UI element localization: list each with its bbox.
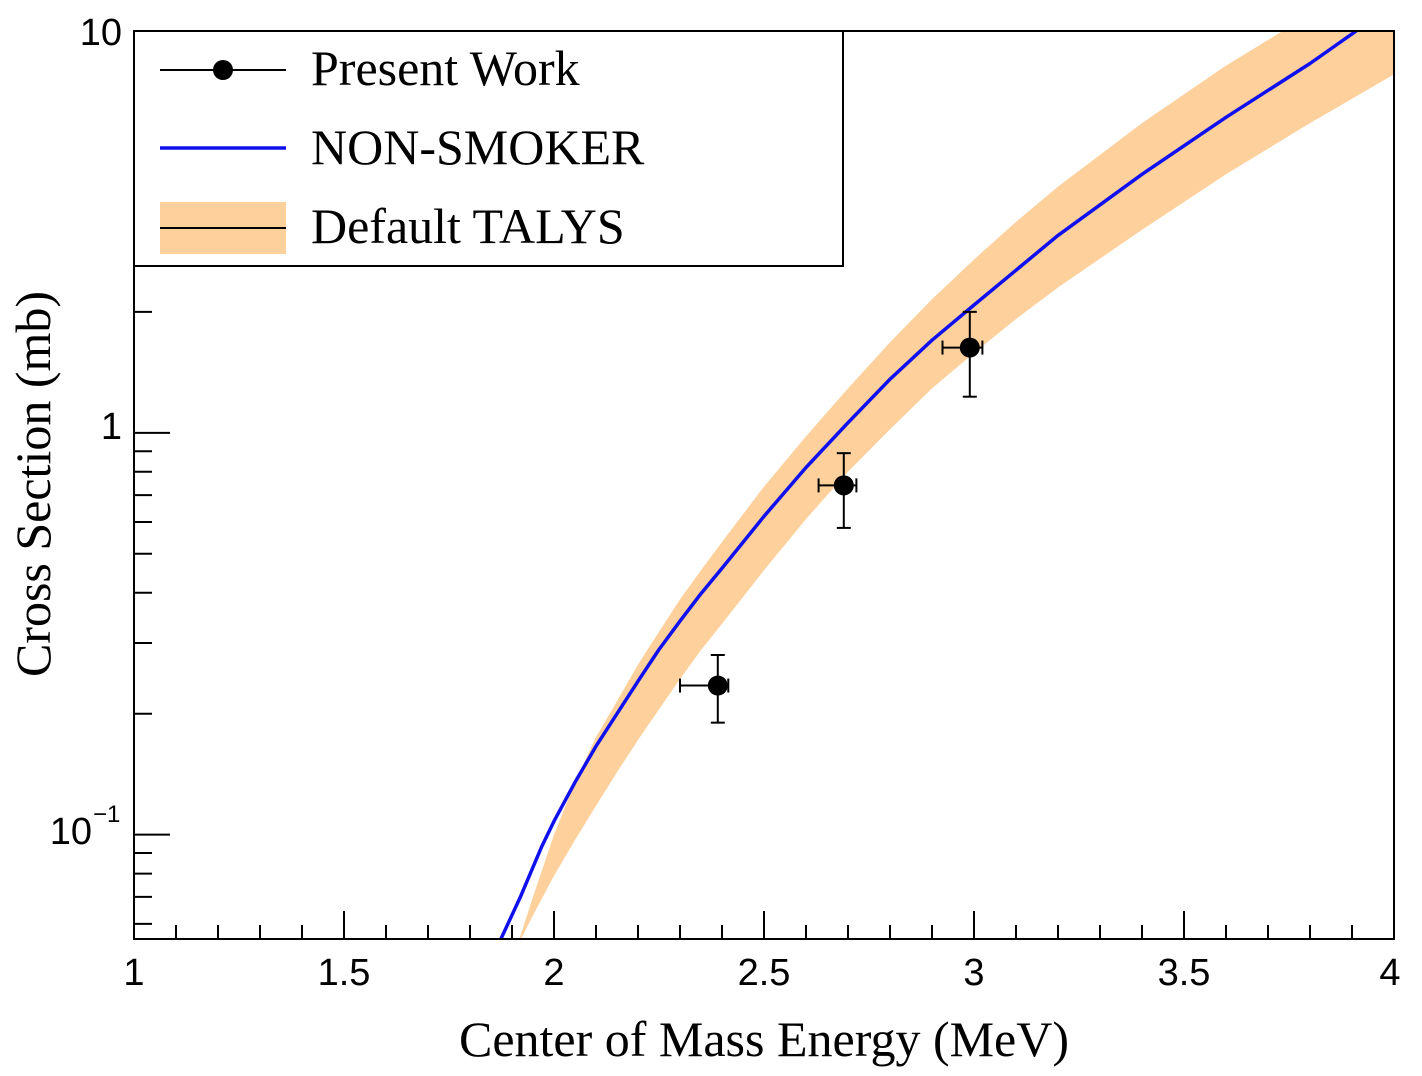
y-tick-label-0.1-base: 10 bbox=[50, 811, 92, 853]
y-tick-label-0.1-exponent: −1 bbox=[93, 801, 120, 828]
x-tick-label-3: 3 bbox=[963, 952, 984, 994]
legend-present-marker bbox=[213, 60, 233, 80]
data-point-marker bbox=[707, 675, 728, 696]
talys-band-layer bbox=[519, 31, 1394, 939]
data-point-marker bbox=[833, 475, 854, 496]
data-point-marker bbox=[959, 337, 980, 358]
x-tick-label-1.5: 1.5 bbox=[318, 952, 371, 994]
legend-nonsmoker-label: NON-SMOKER bbox=[311, 119, 645, 175]
present-work-points bbox=[679, 310, 984, 724]
x-tick-label-3.5: 3.5 bbox=[1158, 952, 1211, 994]
x-axis-title: Center of Mass Energy (MeV) bbox=[459, 1011, 1069, 1067]
nonsmoker-line bbox=[498, 31, 1358, 939]
y-axis-title: Cross Section (mb) bbox=[5, 291, 61, 677]
talys-band bbox=[519, 31, 1394, 939]
x-axis-ticks bbox=[133, 911, 1395, 939]
x-tick-label-2.5: 2.5 bbox=[738, 952, 791, 994]
legend-present-label: Present Work bbox=[311, 40, 580, 96]
nonsmoker-line-layer bbox=[498, 31, 1358, 939]
legend-talys-label: Default TALYS bbox=[311, 198, 625, 254]
x-tick-label-4: 4 bbox=[1379, 952, 1400, 994]
x-tick-label-2: 2 bbox=[543, 952, 564, 994]
legend: Present Work NON-SMOKER Default TALYS bbox=[133, 30, 844, 267]
y-tick-label-10: 10 bbox=[80, 12, 122, 54]
x-tick-label-1: 1 bbox=[123, 952, 144, 994]
y-tick-label-1: 1 bbox=[101, 406, 122, 448]
